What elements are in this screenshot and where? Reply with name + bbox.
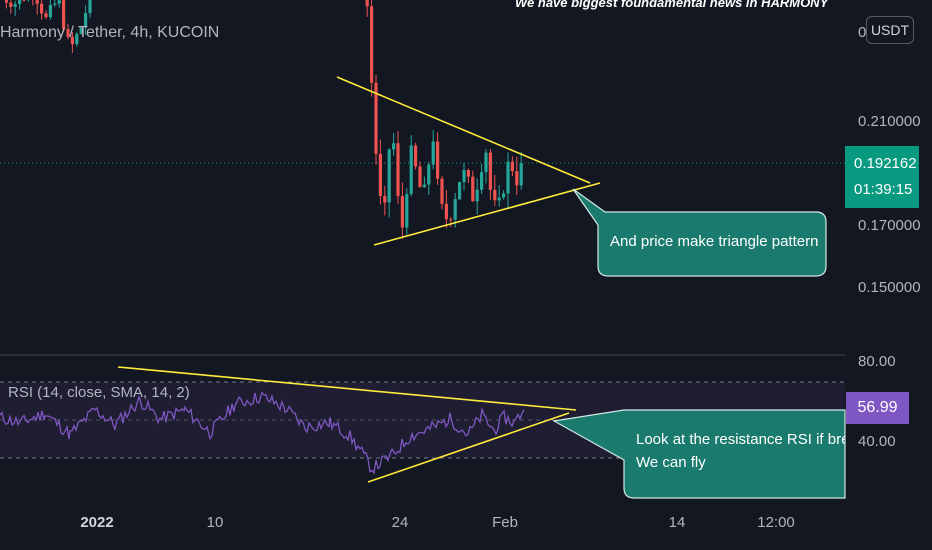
time-tick: Feb — [492, 514, 518, 531]
candle-body — [427, 164, 431, 185]
time-tick: 14 — [668, 514, 686, 531]
headline-text: We have biggest foundamental news in HAR… — [515, 0, 829, 10]
candle-body — [18, 0, 22, 5]
candle-body — [378, 153, 382, 196]
currency-button[interactable]: USDT — [866, 16, 914, 44]
candle-body — [502, 193, 506, 198]
candle-body — [493, 189, 497, 201]
candle-body — [40, 3, 44, 14]
candle-body — [422, 184, 426, 188]
candle-body — [370, 6, 374, 83]
candle-body — [4, 0, 8, 3]
candle-body — [471, 176, 475, 202]
candle-body — [409, 145, 413, 195]
candle-body — [506, 161, 510, 194]
candle-body — [440, 178, 444, 204]
rsi-support-trendline[interactable] — [367, 412, 570, 483]
price-support-trendline[interactable] — [373, 182, 601, 246]
candle-body — [53, 3, 57, 6]
candle-body — [70, 36, 74, 45]
candle-body — [79, 27, 83, 34]
candle-body — [484, 152, 488, 173]
candle-body — [436, 141, 440, 179]
candle-body — [414, 145, 418, 167]
rsi-callout-text-line2: We can fly — [636, 454, 706, 471]
rsi-resistance-trendline[interactable] — [117, 366, 577, 411]
candle-body — [66, 29, 70, 37]
candle-body — [431, 141, 435, 165]
candle-body — [418, 166, 422, 188]
time-tick: 10 — [206, 514, 224, 531]
trendlines[interactable] — [117, 76, 601, 483]
candle-body — [57, 0, 61, 4]
rsi-tick: 40.00 — [858, 433, 896, 450]
candle-body — [453, 199, 457, 220]
price-tick: 0 — [858, 24, 867, 41]
candle-body — [365, 0, 369, 7]
candle-body — [515, 171, 519, 186]
candle-body — [35, 0, 39, 4]
candle-body — [519, 163, 523, 186]
time-tick: 24 — [391, 514, 409, 531]
price-tick: 0.170000 — [858, 217, 921, 234]
time-tick: 12:00 — [757, 514, 795, 531]
candle-body — [444, 203, 448, 220]
candle-body — [462, 170, 466, 183]
rsi-legend-label: RSI (14, close, SMA, 14, 2) — [8, 384, 190, 401]
price-callout-text: And price make triangle pattern — [610, 233, 819, 250]
price-tick: 0.150000 — [858, 279, 921, 296]
candle-body — [22, 0, 26, 1]
candle-body — [475, 189, 479, 202]
price-resistance-trendline[interactable] — [336, 76, 591, 184]
candle-body — [488, 152, 492, 190]
symbol-title: Harmony / Tether, 4h, KUCOIN — [0, 24, 220, 41]
candle-body — [396, 143, 400, 197]
candle-body — [374, 82, 378, 154]
price-callout-shape[interactable] — [572, 188, 827, 277]
candle-body — [449, 219, 453, 221]
time-tick: 2022 — [80, 514, 114, 531]
candle-body — [480, 172, 484, 190]
candlesticks — [4, 0, 523, 239]
last-price-value: 0.192162 — [854, 155, 917, 172]
candle-body — [13, 4, 17, 7]
candle-body — [75, 33, 79, 45]
candle-body — [88, 0, 92, 14]
rsi-line — [0, 391, 525, 475]
candle-body — [387, 149, 391, 203]
candle-body — [383, 195, 387, 203]
bar-countdown: 01:39:15 — [854, 181, 913, 198]
candle-body — [48, 5, 52, 18]
candle-body — [497, 197, 501, 201]
candle-body — [510, 161, 514, 172]
candle-body — [466, 170, 470, 177]
rsi-callout-shape[interactable] — [552, 409, 846, 499]
candle-body — [44, 13, 48, 18]
rsi-callout-text-line1: Look at the resistance RSI if break — [636, 431, 845, 448]
rsi-tick: 80.00 — [858, 353, 896, 370]
price-tick: 0.210000 — [858, 113, 921, 130]
rsi-value-badge: 56.99 — [846, 392, 909, 424]
price-axis[interactable]: 0 0.210000 0.170000 0.150000 80.00 40.00 — [845, 0, 932, 550]
candle-body — [458, 182, 462, 200]
last-price-badge: 0.192162 01:39:15 — [845, 146, 919, 208]
candle-body — [62, 0, 66, 30]
candle-body — [84, 13, 88, 28]
candle-body — [405, 194, 409, 228]
candle-body — [392, 143, 396, 150]
candle-body — [9, 2, 13, 7]
candle-body — [400, 196, 404, 228]
